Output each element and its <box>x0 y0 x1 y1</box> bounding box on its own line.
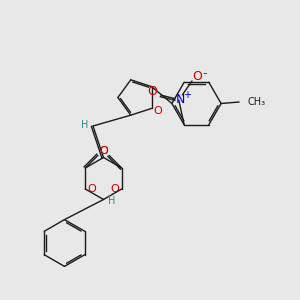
Text: O: O <box>99 146 108 156</box>
Text: O: O <box>154 106 163 116</box>
Text: +: + <box>183 90 191 100</box>
Text: O: O <box>111 184 119 194</box>
Text: O: O <box>147 85 157 98</box>
Text: N: N <box>175 93 185 106</box>
Text: O: O <box>88 184 96 194</box>
Text: O: O <box>99 146 108 156</box>
Text: CH₃: CH₃ <box>247 97 265 107</box>
Text: H: H <box>81 119 88 130</box>
Text: H: H <box>108 196 116 206</box>
Text: O: O <box>192 70 202 83</box>
Text: -: - <box>203 67 207 80</box>
